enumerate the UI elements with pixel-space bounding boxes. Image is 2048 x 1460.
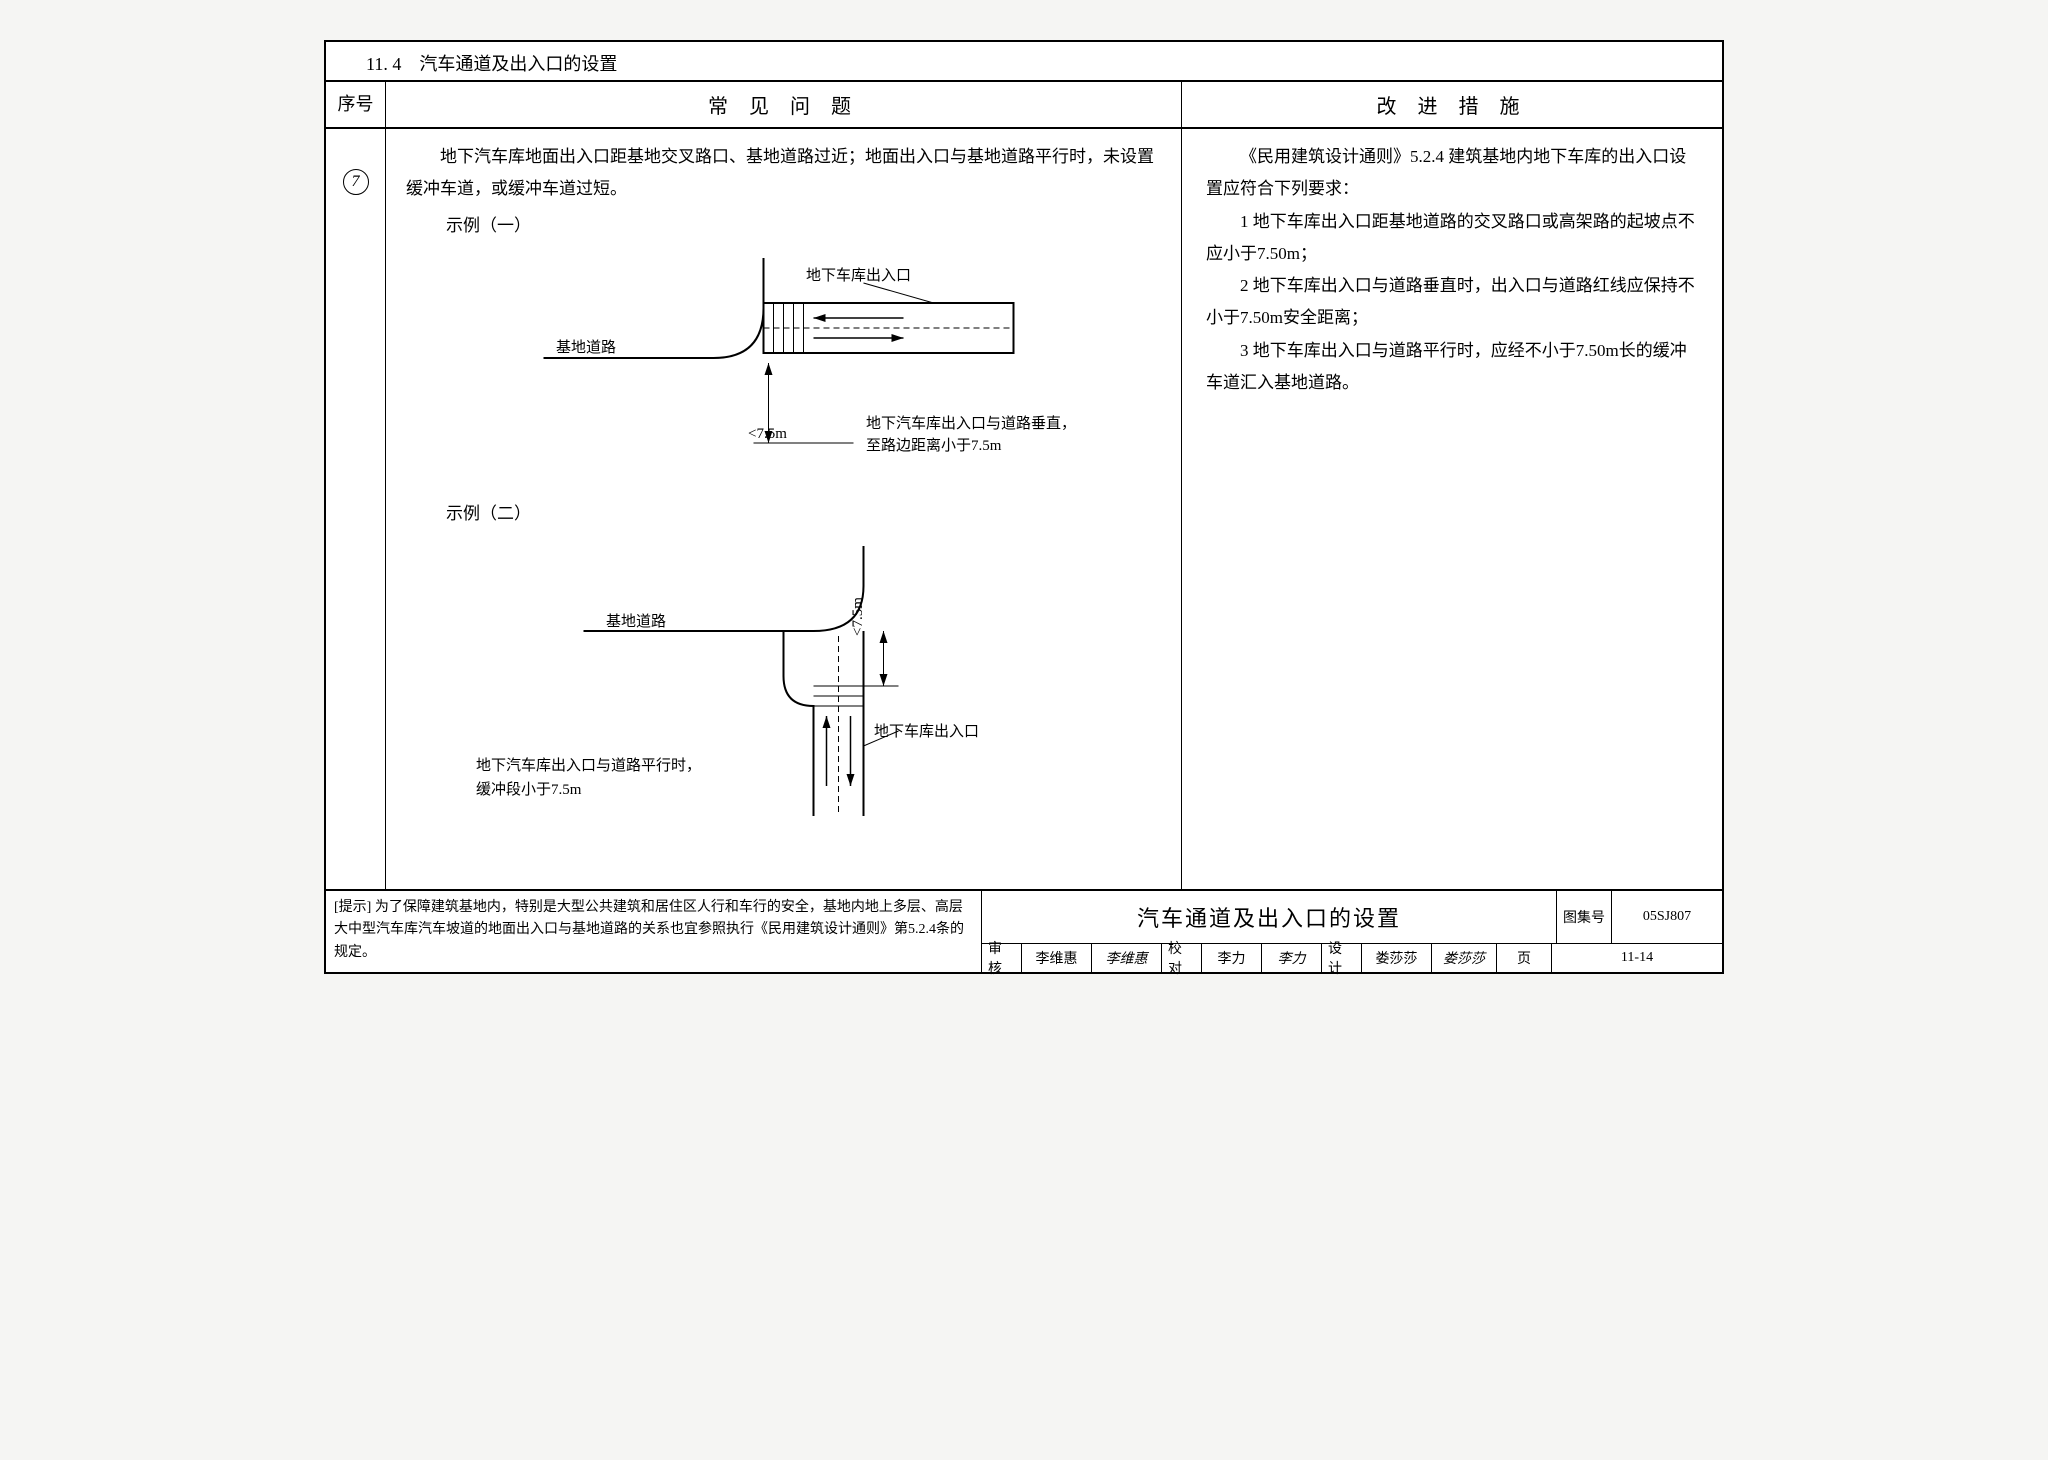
review-label: 审核 [982,944,1022,972]
footer-doc-title: 汽车通道及出入口的设置 [982,891,1557,943]
album-label: 图集号 [1557,891,1612,943]
header-seq: 序号 [326,82,386,127]
d2-entrance-label: 地下车库出入口 [874,718,979,747]
cell-measure: 《民用建筑设计通则》5.2.4 建筑基地内地下车库的出入口设置应符合下列要求： … [1182,129,1722,889]
d2-note: 地下汽车库出入口与道路平行时，缓冲段小于7.5m [476,754,706,802]
d1-dim: <7.5m [748,420,787,449]
album-value: 05SJ807 [1612,891,1722,943]
page-frame: 11. 4 汽车通道及出入口的设置 序号 常 见 问 题 改 进 措 施 7 地… [324,40,1724,974]
d1-entrance-label: 地下车库出入口 [806,262,911,291]
footer-hint: [提示] 为了保障建筑基地内，特别是大型公共建筑和居住区人行和车行的安全，基地内… [326,891,982,972]
d1-note: 地下汽车库出入口与道路垂直，至路边距离小于7.5m [866,413,1076,458]
d2-dim: <7.5m [844,597,873,636]
hint-label: [提示] [334,900,371,915]
table-row: 7 地下汽车库地面出入口距基地交叉路口、基地道路过近；地面出入口与基地道路平行时… [326,129,1722,889]
page-label: 页 [1497,944,1552,972]
design-sig: 娄莎莎 [1432,944,1497,972]
cell-seq: 7 [326,129,386,889]
check-name: 李力 [1202,944,1262,972]
d1-road-label: 基地道路 [556,334,616,363]
cell-problem: 地下汽车库地面出入口距基地交叉路口、基地道路过近；地面出入口与基地道路平行时，未… [386,129,1182,889]
problem-text: 地下汽车库地面出入口距基地交叉路口、基地道路过近；地面出入口与基地道路平行时，未… [406,141,1161,206]
measure-line-3: 3 地下车库出入口与道路平行时，应经不小于7.50m长的缓冲车道汇入基地道路。 [1206,335,1698,400]
header-problem: 常 见 问 题 [386,82,1182,127]
page-value: 11-14 [1552,944,1722,972]
hint-text: 为了保障建筑基地内，特别是大型公共建筑和居住区人行和车行的安全，基地内地上多层、… [334,900,964,960]
table-header: 序号 常 见 问 题 改 进 措 施 [326,82,1722,129]
design-name: 娄莎莎 [1362,944,1432,972]
example2-label: 示例（二） [446,498,1161,530]
section-title-text: 汽车通道及出入口的设置 [419,54,617,74]
review-name: 李维惠 [1022,944,1092,972]
measure-line-2: 2 地下车库出入口与道路垂直时，出入口与道路红线应保持不小于7.50m安全距离； [1206,270,1698,335]
diagram-2: 基地道路 <7.5m 地下车库出入口 地下汽车库出入口与道路平行时，缓冲段小于7… [406,536,1161,836]
design-label: 设计 [1322,944,1362,972]
footer: [提示] 为了保障建筑基地内，特别是大型公共建筑和居住区人行和车行的安全，基地内… [326,889,1722,972]
section-number: 11. 4 [366,54,401,74]
header-measure: 改 进 措 施 [1182,82,1722,127]
review-sig: 李维惠 [1092,944,1162,972]
check-label: 校对 [1162,944,1202,972]
section-heading: 11. 4 汽车通道及出入口的设置 [326,42,1722,82]
measure-line-1: 1 地下车库出入口距基地道路的交叉路口或高架路的起坡点不应小于7.50m； [1206,206,1698,271]
example1-label: 示例（一） [446,210,1161,242]
footer-right: 汽车通道及出入口的设置 图集号 05SJ807 审核 李维惠 李维惠 校对 李力… [982,891,1722,972]
measure-line-0: 《民用建筑设计通则》5.2.4 建筑基地内地下车库的出入口设置应符合下列要求： [1206,141,1698,206]
check-sig: 李力 [1262,944,1322,972]
diagram-1: 地下车库出入口 基地道路 <7.5m 地下汽车库出入口与道路垂直，至路边距离小于… [406,248,1161,488]
seq-number: 7 [343,169,369,195]
d2-road-label: 基地道路 [606,608,666,637]
